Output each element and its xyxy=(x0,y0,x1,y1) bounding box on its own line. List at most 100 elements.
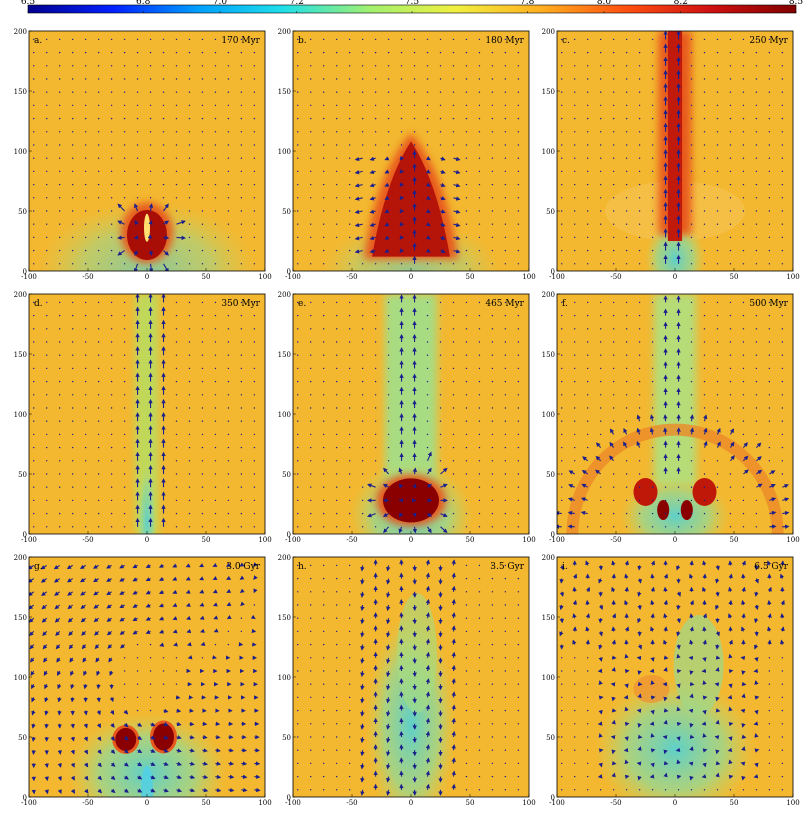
velocity-dot xyxy=(46,301,48,304)
velocity-arrow xyxy=(360,710,365,717)
velocity-dot xyxy=(574,657,576,659)
velocity-arrow xyxy=(41,617,48,623)
velocity-dot xyxy=(517,420,520,422)
velocity-dot xyxy=(465,236,468,239)
velocity-arrow xyxy=(624,683,629,689)
velocity-dot xyxy=(677,499,680,502)
velocity-arrow xyxy=(598,618,603,624)
velocity-dot xyxy=(716,249,719,252)
velocity-arrow xyxy=(202,774,209,780)
velocity-dot xyxy=(361,473,364,475)
velocity-dot xyxy=(110,104,113,107)
velocity-arrow xyxy=(425,691,431,698)
velocity-arrow xyxy=(730,455,735,462)
velocity-dot xyxy=(452,144,455,146)
velocity-dot xyxy=(781,236,784,239)
velocity-arrow xyxy=(199,602,205,607)
velocity-dot xyxy=(574,249,576,252)
velocity-arrow xyxy=(559,591,565,597)
velocity-dot xyxy=(517,591,520,593)
velocity-dot xyxy=(46,131,48,133)
x-tick-label: 100 xyxy=(258,273,271,281)
velocity-dot xyxy=(781,328,784,330)
velocity-dot xyxy=(599,223,602,225)
velocity-dot xyxy=(586,367,589,370)
velocity-dot xyxy=(84,197,87,199)
velocity-dot xyxy=(84,117,87,120)
velocity-dot xyxy=(716,473,719,475)
velocity-dot xyxy=(768,117,771,120)
velocity-arrow xyxy=(124,762,129,767)
velocity-dot xyxy=(664,486,667,488)
velocity-dot xyxy=(465,696,468,699)
velocity-arrow xyxy=(412,483,417,489)
velocity-dot xyxy=(46,420,48,422)
x-tick-label: -100 xyxy=(549,799,565,807)
velocity-arrow xyxy=(716,427,721,435)
velocity-arrow xyxy=(367,513,376,518)
velocity-dot xyxy=(46,394,48,396)
x-tick-label: 0 xyxy=(409,273,413,281)
velocity-dot xyxy=(335,144,338,146)
velocity-dot xyxy=(188,210,191,212)
hot-lobe-right xyxy=(692,478,717,506)
velocity-dot xyxy=(517,709,520,712)
panel-label: f. xyxy=(562,299,568,309)
velocity-dot xyxy=(240,65,243,67)
velocity-dot xyxy=(253,236,256,239)
velocity-dot xyxy=(638,104,641,107)
velocity-dot xyxy=(517,183,520,186)
velocity-dot xyxy=(310,236,312,239)
velocity-dot xyxy=(491,263,494,265)
velocity-dot xyxy=(426,78,429,80)
velocity-dot xyxy=(387,263,390,265)
velocity-dot xyxy=(71,367,74,370)
velocity-dot xyxy=(755,314,758,317)
velocity-dot xyxy=(561,144,563,146)
velocity-dot xyxy=(374,65,377,67)
velocity-dot xyxy=(625,367,628,370)
velocity-dot xyxy=(227,263,230,265)
velocity-dot xyxy=(322,223,325,225)
velocity-dot xyxy=(123,314,126,317)
velocity-dot xyxy=(110,131,113,133)
velocity-dot xyxy=(638,407,641,409)
velocity-dot xyxy=(651,499,654,502)
velocity-dot xyxy=(188,236,191,239)
velocity-arrow xyxy=(110,736,116,741)
velocity-dot xyxy=(491,367,494,370)
velocity-dot xyxy=(491,775,494,778)
velocity-dot xyxy=(465,341,468,343)
velocity-dot xyxy=(504,65,507,67)
velocity-dot xyxy=(162,144,165,146)
velocity-dot xyxy=(729,65,732,67)
velocity-arrow xyxy=(172,629,178,634)
y-tick-label: 50 xyxy=(18,471,27,479)
velocity-arrow xyxy=(369,222,376,227)
velocity-dot xyxy=(97,263,100,265)
velocity-arrow xyxy=(595,455,602,462)
velocity-dot xyxy=(742,367,745,370)
velocity-dot xyxy=(58,394,61,396)
velocity-dot xyxy=(781,380,784,383)
velocity-arrow xyxy=(384,182,390,187)
velocity-dot xyxy=(297,170,299,173)
velocity-dot xyxy=(348,460,351,462)
velocity-arrow xyxy=(80,578,86,583)
velocity-dot xyxy=(335,709,338,712)
velocity-dot xyxy=(46,104,48,107)
velocity-arrow xyxy=(611,573,616,579)
velocity-dot xyxy=(768,749,771,751)
velocity-arrow xyxy=(137,748,143,754)
velocity-arrow xyxy=(228,787,235,793)
velocity-dot xyxy=(335,775,338,778)
velocity-dot xyxy=(348,394,351,396)
velocity-dot xyxy=(175,249,178,252)
velocity-dot xyxy=(781,709,784,712)
velocity-dot xyxy=(716,170,719,173)
velocity-dot xyxy=(638,223,641,225)
velocity-arrow xyxy=(43,670,48,676)
velocity-dot xyxy=(123,526,126,528)
velocity-dot xyxy=(465,657,468,659)
velocity-arrow xyxy=(425,572,431,579)
